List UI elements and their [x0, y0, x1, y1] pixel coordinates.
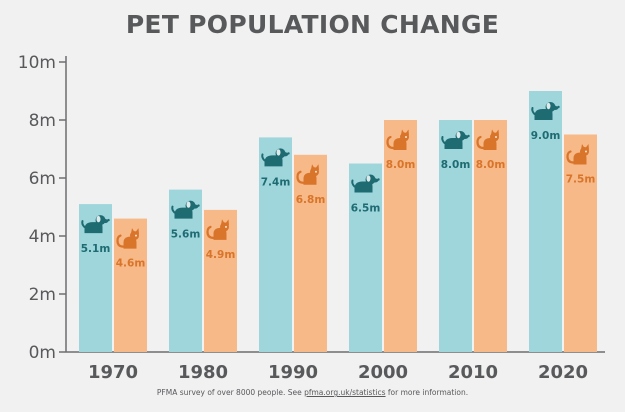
y-tick-label: 6m	[29, 169, 56, 189]
source-prefix: PFMA survey of over 8000 people. See	[156, 388, 305, 397]
bar-dog	[529, 91, 562, 352]
y-tick-label: 0m	[29, 343, 56, 363]
bar-dog	[439, 120, 472, 352]
bar-value-label: 4.6m	[116, 258, 146, 270]
bar-dog	[349, 163, 382, 352]
x-tick-label: 2020	[538, 362, 588, 383]
source-link[interactable]: pfma.org.uk/statistics	[304, 388, 386, 397]
bar-dog	[259, 137, 292, 352]
x-tick-label: 1990	[268, 362, 318, 383]
dog-icon	[531, 102, 560, 120]
y-tick-label: 8m	[29, 111, 56, 131]
y-tick-label: 10m	[18, 53, 56, 73]
x-tick-label: 2010	[448, 362, 498, 383]
source-suffix: for more information.	[385, 388, 469, 397]
cat-icon	[566, 144, 589, 165]
bar-value-label: 5.1m	[81, 243, 111, 255]
cat-icon	[116, 228, 139, 249]
dog-icon	[171, 200, 200, 219]
bar-value-label: 8.0m	[441, 159, 471, 171]
cat-icon	[206, 219, 229, 240]
dog-icon	[351, 174, 380, 193]
bar-cat	[564, 134, 597, 352]
x-tick-label: 1970	[88, 362, 138, 383]
bar-value-label: 4.9m	[206, 249, 236, 261]
bar-value-label: 8.0m	[386, 159, 416, 171]
x-tick-label: 1980	[178, 362, 228, 383]
x-tick-label: 2000	[358, 362, 408, 383]
bar-value-label: 7.4m	[261, 176, 291, 188]
bar-cat	[294, 154, 327, 352]
y-tick-label: 4m	[29, 227, 56, 247]
cat-icon	[296, 164, 319, 185]
dog-icon	[261, 148, 290, 167]
cat-icon	[386, 129, 409, 150]
bar-value-label: 5.6m	[171, 229, 201, 241]
y-tick-label: 2m	[29, 285, 56, 305]
cat-icon	[476, 129, 499, 150]
bar-value-label: 8.0m	[476, 159, 506, 171]
bar-value-label: 6.5m	[351, 203, 381, 215]
bar-value-label: 7.5m	[566, 174, 596, 186]
bar-value-label: 9.0m	[531, 130, 561, 142]
bar-value-label: 6.8m	[296, 194, 326, 206]
bar-cat	[384, 120, 417, 352]
source-note: PFMA survey of over 8000 people. See pfm…	[0, 388, 625, 397]
bar-cat	[474, 120, 507, 352]
dog-icon	[81, 215, 110, 234]
dog-icon	[441, 131, 470, 149]
chart-title: PET POPULATION CHANGE	[125, 10, 500, 39]
